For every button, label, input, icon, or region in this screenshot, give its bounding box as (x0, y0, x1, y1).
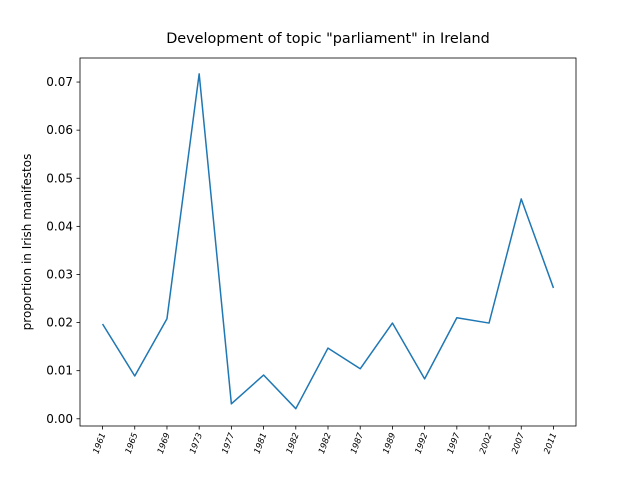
y-tick-label: 0.05 (46, 171, 73, 185)
y-tick-label: 0.02 (46, 316, 73, 330)
y-axis-label: proportion in Irish manifestos (20, 154, 34, 331)
chart-title: Development of topic "parliament" in Ire… (166, 31, 490, 47)
data-line (101, 73, 555, 410)
y-tick-label: 0.00 (46, 412, 73, 426)
y-tick-label: 0.06 (46, 123, 73, 137)
y-tick-label: 0.04 (46, 219, 73, 233)
y-tick-label: 0.03 (46, 267, 73, 281)
y-tick-label: 0.01 (46, 364, 73, 378)
y-tick-label: 0.07 (46, 75, 73, 89)
